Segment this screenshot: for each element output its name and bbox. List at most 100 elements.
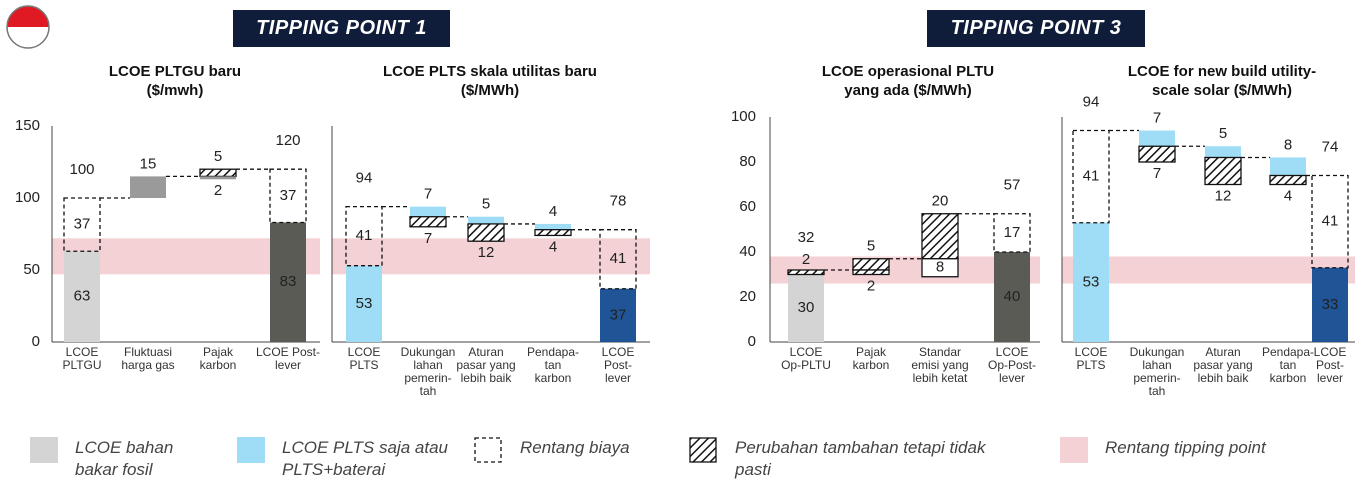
step-bar xyxy=(1270,157,1306,176)
step-label: 5 xyxy=(1219,125,1227,142)
extra-label: 2 xyxy=(867,277,875,294)
value-label: 83 xyxy=(280,273,297,290)
uncertain-bar xyxy=(534,229,572,237)
total-label: 74 xyxy=(1322,138,1339,155)
bar-segment xyxy=(1073,222,1109,342)
uncertain-bar xyxy=(467,223,505,242)
y-tick-label: 0 xyxy=(32,333,40,350)
x-tick-label: LCOE PLTS xyxy=(1074,345,1108,372)
value-label: 53 xyxy=(1083,273,1100,290)
bar-segment xyxy=(270,222,306,342)
bar-segment xyxy=(1311,174,1349,269)
step-bar xyxy=(1205,146,1241,158)
extra-label: 4 xyxy=(549,238,557,255)
value-label: 41 xyxy=(610,250,627,267)
bar-segment xyxy=(346,265,382,342)
uncertain-bar xyxy=(1138,145,1176,163)
x-tick-label: LCOE Op-PLTU xyxy=(781,345,831,372)
step-label: 5 xyxy=(214,148,222,165)
extra-label: 12 xyxy=(1215,187,1232,204)
x-tick-label: Aturan pasar yang lebih baik xyxy=(1193,345,1253,385)
uncertain-bar xyxy=(1269,174,1307,186)
step-bar xyxy=(852,258,890,271)
uncertain-bar xyxy=(1204,156,1242,186)
step-bar xyxy=(1139,130,1175,147)
legend-swatch xyxy=(237,437,265,463)
chart-title: LCOE operasional PLTU yang ada ($/MWh) xyxy=(821,63,995,99)
y-tick-label: 100 xyxy=(15,189,40,206)
x-tick-label: Pajak karbon xyxy=(852,345,890,372)
extra-label: 2 xyxy=(214,182,222,199)
y-tick-label: 20 xyxy=(739,288,756,305)
y-tick-label: 150 xyxy=(15,117,40,134)
step-label: 5 xyxy=(482,196,490,213)
step-label: 7 xyxy=(424,186,432,203)
value-label: 37 xyxy=(74,216,91,233)
value-label: 2 xyxy=(802,251,810,268)
step-label: 8 xyxy=(1284,136,1292,153)
step-label: 20 xyxy=(932,193,949,210)
extra-label: 7 xyxy=(1153,165,1161,182)
header: TIPPING POINT 3 xyxy=(927,10,1145,47)
x-tick-label: LCOE Post- lever xyxy=(255,345,321,372)
x-tick-label: Pajak karbon xyxy=(199,345,237,372)
x-tick-label: Standar emisi yang lebih ketat xyxy=(911,345,969,385)
step-bar xyxy=(468,216,504,224)
step-bar xyxy=(410,206,446,217)
total-label: 32 xyxy=(798,229,815,246)
flag xyxy=(6,5,50,49)
value-label: 41 xyxy=(356,227,373,244)
bar-segment xyxy=(1072,129,1110,224)
legend-label: LCOE bahan bakar fosil xyxy=(75,438,174,479)
value-label: 63 xyxy=(74,288,91,305)
uncertain-bar xyxy=(409,216,447,228)
bar-segment xyxy=(1312,267,1348,342)
total-label: 78 xyxy=(610,193,627,210)
step-bar xyxy=(130,176,166,198)
value-label: 37 xyxy=(610,306,627,323)
value-label: 17 xyxy=(1004,224,1021,241)
step-bar xyxy=(921,213,959,260)
extra-label: 12 xyxy=(478,244,495,261)
x-tick-label: LCOE PLTS xyxy=(347,345,381,372)
x-tick-label: LCOE PLTGU xyxy=(62,345,102,372)
legend-swatch xyxy=(474,437,502,463)
bar-segment xyxy=(788,274,824,342)
extra-label: 8 xyxy=(936,259,944,276)
step-bar xyxy=(535,223,571,230)
total-label: 100 xyxy=(69,161,94,178)
uncertain-bar xyxy=(852,269,890,276)
step-label: 5 xyxy=(867,238,875,255)
bar-segment xyxy=(994,252,1030,342)
chart-title: LCOE PLTGU baru ($/mwh) xyxy=(108,63,242,99)
bar-segment xyxy=(269,168,307,224)
legend-label: Perubahan tambahan tetapi tidak pasti xyxy=(735,438,986,479)
step-label: 7 xyxy=(1153,109,1161,126)
bar-segment xyxy=(787,269,825,276)
chart-title: LCOE for new build utility- scale solar … xyxy=(1127,63,1317,99)
value-label: 53 xyxy=(356,295,373,312)
extra-label: 7 xyxy=(424,230,432,247)
x-tick-label: Fluktuasi harga gas xyxy=(121,345,175,372)
header: TIPPING POINT 1 xyxy=(233,10,450,47)
x-tick-label: LCOE Op-Post- lever xyxy=(987,345,1036,385)
x-tick-label: LCOE Post- lever xyxy=(601,345,635,385)
y-tick-label: 0 xyxy=(748,333,756,350)
value-label: 41 xyxy=(1322,213,1339,230)
tipping-band xyxy=(332,238,650,275)
value-label: 37 xyxy=(280,187,297,204)
value-label: 33 xyxy=(1322,296,1339,313)
x-tick-label: Dukungan lahan pemerin- tah xyxy=(1129,345,1185,398)
extra-label: 4 xyxy=(1284,187,1292,204)
bar-segment xyxy=(600,288,636,342)
legend-swatch xyxy=(1060,437,1088,463)
y-tick-label: 60 xyxy=(739,198,756,215)
y-tick-label: 40 xyxy=(739,243,756,260)
legend-label: Rentang tipping point xyxy=(1105,438,1266,457)
legend-label: Rentang biaya xyxy=(520,438,630,457)
bar-segment xyxy=(345,205,383,267)
uncertain-bar xyxy=(921,258,959,278)
value-label: 30 xyxy=(798,299,815,316)
total-label: 94 xyxy=(356,170,373,187)
